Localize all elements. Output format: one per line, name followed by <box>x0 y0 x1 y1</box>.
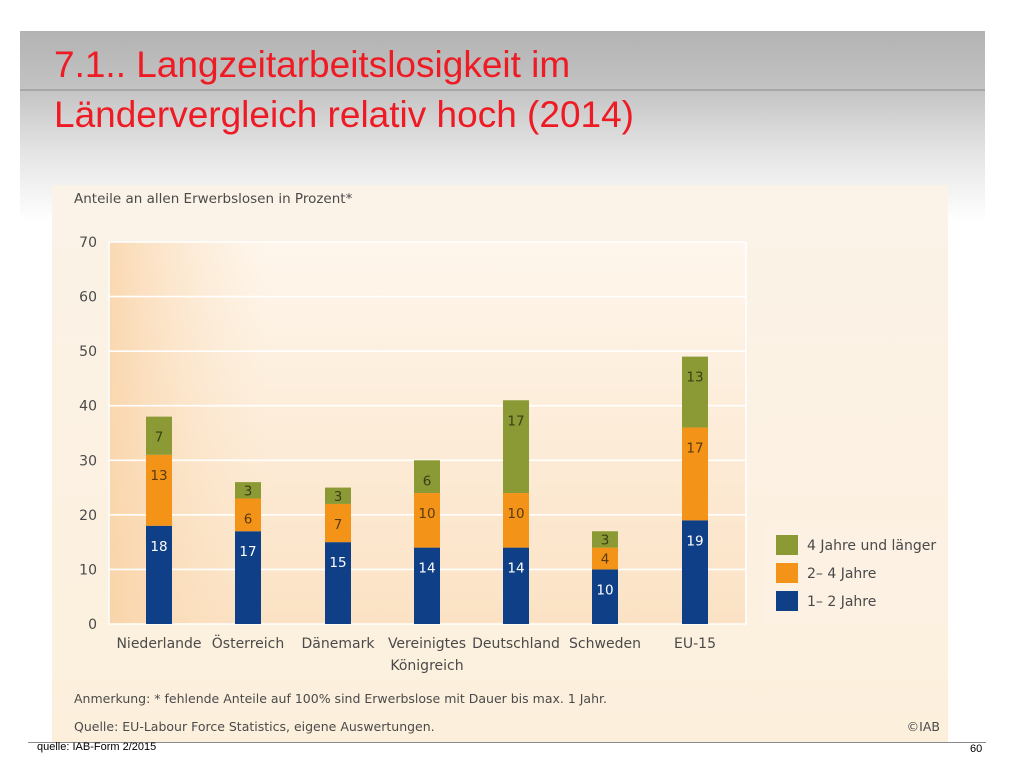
data-label: 15 <box>329 555 346 571</box>
legend-swatch <box>776 535 798 555</box>
data-label: 14 <box>507 561 524 577</box>
data-label: 17 <box>507 413 524 429</box>
bar-segment <box>325 503 351 543</box>
data-label: 18 <box>150 539 167 555</box>
legend-label: 1– 2 Jahre <box>807 594 876 610</box>
data-label: 14 <box>418 561 435 577</box>
chart-subtitle: Anteile an allen Erwerbslosen in Prozent… <box>74 191 353 207</box>
bar-segment <box>235 498 261 532</box>
slide-title-line-1: 7.1.. Langzeitarbeitslosigkeit im <box>54 44 571 85</box>
bar-segment <box>503 547 529 624</box>
bar-segment <box>592 569 618 624</box>
chart-source: Quelle: EU-Labour Force Statistics, eige… <box>74 719 435 734</box>
y-tick-label: 10 <box>79 562 97 578</box>
bar-segment <box>414 493 440 548</box>
data-label: 4 <box>601 552 610 568</box>
legend-swatch <box>776 563 798 583</box>
legend-label: 4 Jahre und länger <box>807 538 936 554</box>
data-label: 17 <box>686 441 703 457</box>
y-tick-label: 0 <box>88 617 97 633</box>
footer-source: quelle: IAB-Form 2/2015 <box>37 741 157 753</box>
bar-segment <box>503 400 529 494</box>
data-label: 19 <box>686 533 703 549</box>
y-tick-label: 70 <box>79 235 97 251</box>
bar-segment <box>235 482 261 499</box>
bar-segment <box>503 493 529 548</box>
y-tick-label: 50 <box>79 344 97 360</box>
data-label: 13 <box>150 468 167 484</box>
x-tick-label: EU-15 <box>674 636 716 652</box>
data-label: 3 <box>244 483 253 499</box>
x-tick-label: Deutschland <box>472 636 560 652</box>
bar-segment <box>146 416 172 455</box>
slide-title-line-2: Ländervergleich relativ hoch (2014) <box>54 94 635 135</box>
data-label: 6 <box>244 511 253 527</box>
chart-figure: Anteile an allen Erwerbslosen in Prozent… <box>52 185 948 742</box>
footer-rule <box>28 742 986 743</box>
x-tick-label: Königreich <box>390 658 463 674</box>
data-label: 6 <box>423 473 432 489</box>
copyright-label: ©IAB <box>907 719 940 734</box>
y-tick-label: 30 <box>79 453 97 469</box>
x-tick-label: Dänemark <box>302 636 376 652</box>
bar-segment <box>592 531 618 548</box>
data-label: 7 <box>155 430 164 446</box>
data-label: 3 <box>601 532 610 548</box>
chart-note: Anmerkung: * fehlende Anteile auf 100% s… <box>74 691 607 706</box>
title-rule <box>20 89 985 91</box>
y-tick-label: 40 <box>79 399 97 415</box>
slide-title: 7.1.. Langzeitarbeitslosigkeit im Länder… <box>54 40 954 140</box>
bar-segment <box>414 547 440 624</box>
bar-segment <box>682 427 708 521</box>
data-label: 10 <box>507 506 524 522</box>
x-tick-label: Österreich <box>212 634 284 652</box>
data-label: 13 <box>686 370 703 386</box>
bar-segment <box>682 520 708 624</box>
page-number: 60 <box>970 743 983 755</box>
bar-segment <box>414 460 440 494</box>
bar-segment <box>325 542 351 624</box>
y-tick-label: 60 <box>79 290 97 306</box>
legend-swatch <box>776 591 798 611</box>
x-tick-label: Vereinigtes <box>388 636 466 652</box>
bar-segment <box>235 531 261 624</box>
bar-segment <box>146 454 172 526</box>
x-tick-label: Niederlande <box>116 636 201 652</box>
data-label: 3 <box>334 489 343 505</box>
data-label: 17 <box>239 544 256 560</box>
legend-label: 2– 4 Jahre <box>807 566 876 582</box>
data-label: 7 <box>334 517 343 533</box>
bar-segment <box>325 487 351 504</box>
bar-segment <box>592 547 618 570</box>
data-label: 10 <box>418 506 435 522</box>
data-label: 10 <box>596 582 613 598</box>
bar-segment <box>146 525 172 624</box>
bar-segment <box>682 356 708 428</box>
stacked-bar-chart: Anteile an allen Erwerbslosen in Prozent… <box>74 191 948 734</box>
x-tick-label: Schweden <box>569 636 641 652</box>
y-tick-label: 20 <box>79 508 97 524</box>
